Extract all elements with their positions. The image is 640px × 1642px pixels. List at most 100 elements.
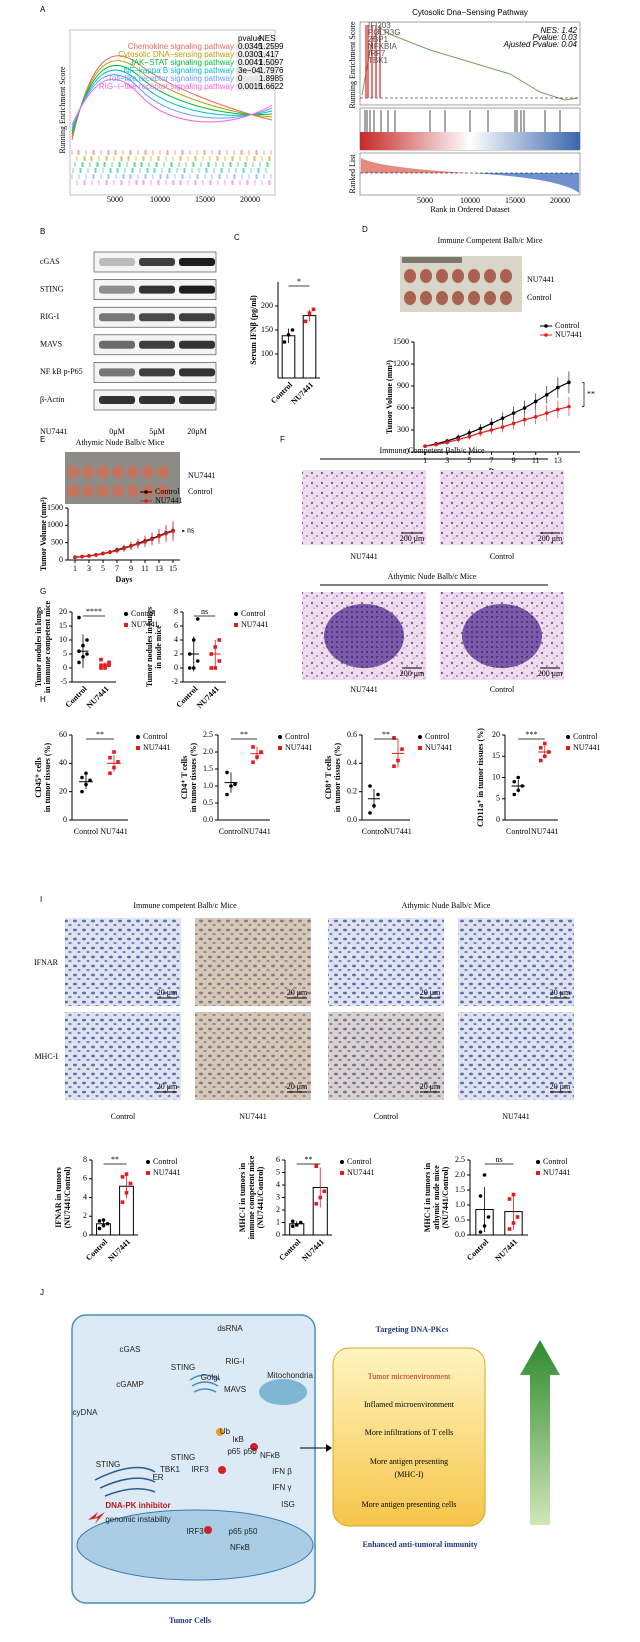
legend-marker (234, 612, 238, 616)
y-axis-label: Ranked List (348, 154, 357, 194)
protein-label: NF kB p-P65 (40, 367, 83, 376)
blot-band (99, 340, 135, 349)
box-item: Inflamed microenvironment (364, 1400, 455, 1409)
legend-label: NU7441 (425, 743, 453, 752)
y-tick-label: 1.0 (203, 781, 213, 790)
point (101, 551, 105, 556)
x-tick-label: 15000 (505, 196, 525, 205)
tumor (436, 291, 448, 305)
column-label: NU7441 (502, 1112, 530, 1121)
tumor (404, 291, 416, 305)
diagram-label: Ub (220, 1427, 231, 1436)
tumor (452, 291, 464, 305)
point (80, 789, 84, 794)
point (307, 311, 312, 315)
y-axis-label: CD45⁺ cells (34, 757, 43, 797)
x-tick-label: 1 (423, 456, 427, 465)
x-tick-label: Control (219, 827, 244, 836)
y-tick-label: 300 (397, 425, 409, 434)
pvalue: 0 (238, 74, 243, 83)
point (259, 750, 263, 754)
point (187, 666, 192, 670)
point (112, 750, 116, 754)
diagram-label: TBK1 (160, 1465, 181, 1474)
point (195, 659, 200, 663)
table-cell (236, 59, 274, 67)
panel-title: Athymic Nude Balb/c Mice (76, 438, 165, 447)
x-tick-label: NU7441 (300, 1237, 326, 1263)
pvalue: 0.0041 (238, 58, 263, 67)
y-tick-label: 8 (83, 1155, 87, 1164)
column-label: Control (111, 1112, 136, 1121)
diagram-label: p65 p50 (229, 1527, 258, 1536)
legend-label: NU7441 (555, 330, 583, 339)
y-tick-label: 8 (174, 607, 178, 616)
photo-label: Control (527, 293, 552, 302)
x-tick-label: NU7441 (289, 380, 315, 406)
y-tick-label: 4 (174, 635, 178, 644)
y-tick-label: 0.0 (203, 815, 213, 824)
panel-label: E (40, 435, 45, 444)
legend-label: NU7441 (285, 743, 313, 752)
y-tick-label: 0.0 (455, 1230, 465, 1239)
point (478, 431, 483, 435)
legend-marker (544, 324, 548, 328)
legend-label: Control (143, 732, 168, 741)
phospho (250, 1443, 258, 1451)
y-axis-label: Tumor Volume (mm³) (385, 360, 394, 434)
point (107, 660, 111, 665)
diagram-label: STING (171, 1453, 195, 1462)
legend-label: Control (555, 321, 580, 330)
diagram-title: Targeting DNA-PKcs (376, 1325, 449, 1334)
y-tick-label: 2 (83, 1211, 87, 1220)
y-tick-label: 40 (59, 758, 67, 767)
point (120, 1175, 125, 1179)
point (489, 428, 494, 432)
dose-label: 20μM (187, 427, 206, 436)
y-tick-label: 0.5 (203, 798, 213, 807)
point (97, 1219, 102, 1223)
scale-label: 200 μm (400, 669, 425, 678)
pathway-name: Chemokine signaling pathway (128, 42, 234, 51)
point (99, 666, 103, 670)
diagram-label: cGAS (120, 1345, 141, 1354)
legend-label: NU7441 (241, 620, 269, 629)
x-tick-label: 20000 (550, 196, 570, 205)
x-tick-label: 5000 (107, 195, 123, 204)
y-tick-label: 2.0 (455, 1170, 465, 1179)
point (99, 657, 103, 662)
y-tick-label: 60 (59, 730, 67, 739)
point (84, 782, 88, 787)
gene-label: NFKBIA (368, 42, 398, 51)
point (511, 411, 516, 415)
point (314, 1164, 319, 1169)
enrichment-curve (71, 65, 273, 135)
blot-band (179, 396, 215, 404)
diagram-label: cGAMP (116, 1380, 144, 1389)
point (533, 415, 538, 419)
point (225, 792, 229, 797)
scale-label: 20 μm (287, 1082, 308, 1091)
point (105, 1221, 110, 1226)
y-tick-label: 0 (63, 815, 67, 824)
y-tick-label: 0 (496, 815, 500, 824)
scale-label: 200 μm (538, 534, 563, 543)
point (122, 546, 126, 551)
diagram-label: MAVS (224, 1385, 246, 1394)
blot-band (139, 396, 175, 404)
significance: ** (305, 1155, 313, 1164)
nucleus (76, 1509, 314, 1581)
blot-band (179, 258, 215, 266)
tumor (436, 269, 448, 283)
group-title: Immune competent Balb/c Mice (133, 901, 237, 910)
gsea-title: Cytosolic Dna−Sensing Pathway (412, 8, 528, 17)
x-tick-label: Control (74, 827, 99, 836)
legend-marker (536, 1160, 540, 1164)
point (467, 434, 472, 439)
point (164, 531, 168, 536)
tumor (468, 269, 480, 283)
point (209, 652, 214, 656)
y-tick-label: 100 (261, 349, 273, 358)
point (286, 333, 291, 337)
panel-label: B (40, 227, 45, 236)
